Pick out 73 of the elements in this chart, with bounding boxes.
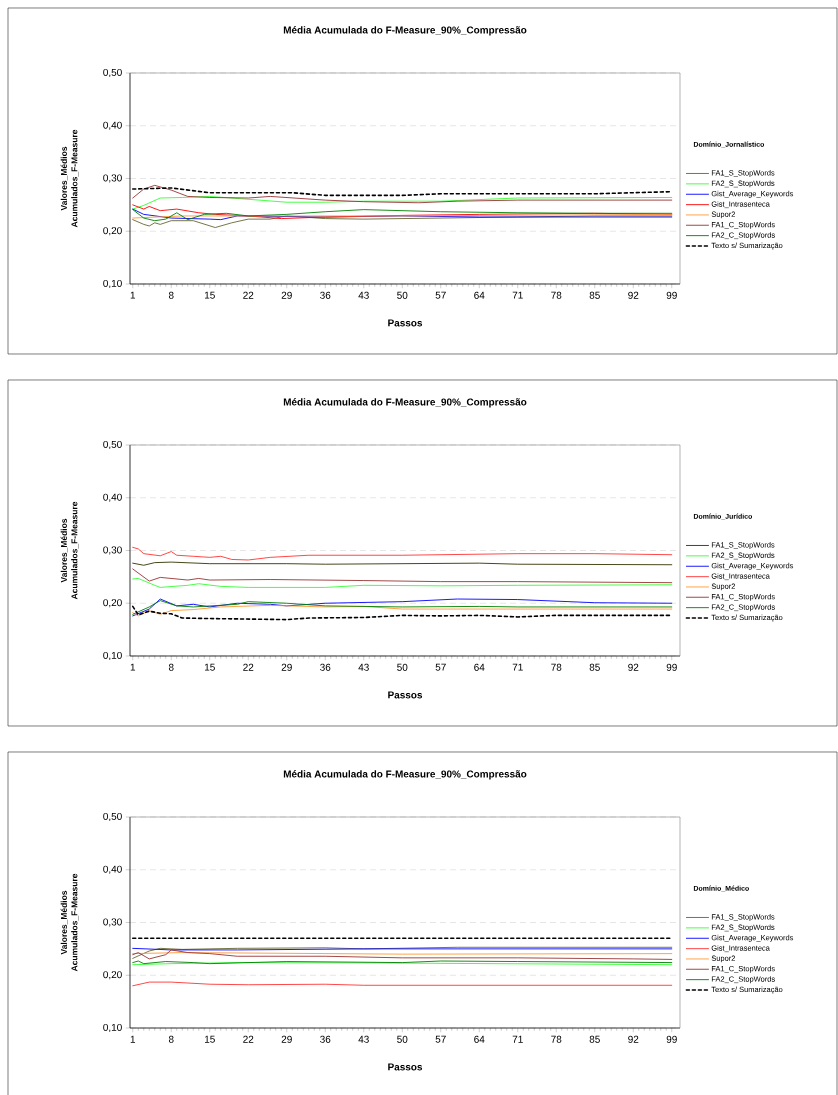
x-tick-label: 8 <box>168 1035 174 1043</box>
x-tick-label: 22 <box>243 1035 254 1043</box>
y-tick-label: 0,40 <box>103 121 122 130</box>
y-tick-label: 0,40 <box>103 865 122 874</box>
x-tick-label: 15 <box>204 663 215 671</box>
x-tick-label: 78 <box>551 663 562 671</box>
y-tick-label: 0,20 <box>103 227 122 236</box>
x-tick-label: 29 <box>281 291 292 299</box>
x-axis-title: Passos <box>388 1063 423 1071</box>
x-tick-label: 36 <box>320 663 331 671</box>
chart-title: Média Acumulada do F-Measure_90%_Compressão <box>283 770 527 780</box>
x-tick-label: 99 <box>666 1035 677 1043</box>
x-tick-label: 99 <box>666 663 677 671</box>
x-tick-label: 8 <box>168 663 174 671</box>
y-axis-title: Valores_Médios Acumulados_F-Measure <box>60 129 79 228</box>
x-tick-label: 50 <box>397 1035 408 1043</box>
x-tick-label: 85 <box>589 291 600 299</box>
x-tick-label: 1 <box>130 1035 136 1043</box>
x-tick-label: 92 <box>628 663 639 671</box>
line-series <box>132 184 673 204</box>
x-tick-label: 22 <box>243 663 254 671</box>
x-tick-label: 22 <box>243 291 254 299</box>
x-tick-label: 43 <box>358 1035 369 1043</box>
x-tick-label: 50 <box>397 663 408 671</box>
y-tick-label: 0,10 <box>103 279 122 289</box>
x-tick-label: 36 <box>320 291 331 299</box>
y-axis-title: Valores_Médios Acumulados_F-Measure <box>60 501 79 600</box>
x-tick-label: 64 <box>474 663 485 671</box>
x-tick-label: 8 <box>168 291 174 299</box>
chart-title: Média Acumulada do F-Measure_90%_Compressão <box>283 26 527 36</box>
x-tick-label: 57 <box>435 663 446 671</box>
x-tick-label: 43 <box>358 663 369 671</box>
x-tick-label: 29 <box>281 1035 292 1043</box>
x-tick-label: 15 <box>204 291 215 299</box>
x-tick-label: 15 <box>204 1035 215 1043</box>
line-series <box>132 546 673 561</box>
x-tick-label: 85 <box>589 663 600 671</box>
x-tick-label: 64 <box>474 291 485 299</box>
y-tick-label: 0,10 <box>103 651 122 661</box>
x-tick-label: 29 <box>281 663 292 671</box>
x-tick-label: 43 <box>358 291 369 299</box>
x-axis-title: Passos <box>388 691 423 699</box>
x-axis-title: Passos <box>388 319 423 327</box>
x-tick-label: 71 <box>512 291 523 299</box>
y-tick-label: 0,50 <box>103 440 122 450</box>
y-tick-label: 0,50 <box>103 68 122 78</box>
x-tick-label: 1 <box>130 291 136 299</box>
y-tick-label: 0,20 <box>103 971 122 980</box>
x-tick-label: 71 <box>512 1035 523 1043</box>
x-tick-label: 71 <box>512 663 523 671</box>
x-tick-label: 57 <box>435 1035 446 1043</box>
y-tick-label: 0,30 <box>103 174 122 183</box>
chart-title: Média Acumulada do F-Measure_90%_Compressão <box>283 398 527 408</box>
x-tick-label: 92 <box>628 1035 639 1043</box>
line-series <box>132 578 673 588</box>
x-tick-label: 50 <box>397 291 408 299</box>
y-tick-label: 0,30 <box>103 918 122 927</box>
x-tick-label: 78 <box>551 1035 562 1043</box>
line-series <box>132 568 673 584</box>
y-axis-title: Valores_Médios Acumulados_F-Measure <box>60 873 79 972</box>
y-tick-label: 0,40 <box>103 493 122 502</box>
x-tick-label: 1 <box>130 663 136 671</box>
x-tick-label: 57 <box>435 291 446 299</box>
x-tick-label: 92 <box>628 291 639 299</box>
y-tick-label: 0,50 <box>103 812 122 822</box>
x-tick-label: 36 <box>320 1035 331 1043</box>
x-tick-label: 99 <box>666 291 677 299</box>
x-tick-label: 85 <box>589 1035 600 1043</box>
y-tick-label: 0,30 <box>103 546 122 555</box>
y-tick-label: 0,10 <box>103 1023 122 1033</box>
x-tick-label: 78 <box>551 291 562 299</box>
x-tick-label: 64 <box>474 1035 485 1043</box>
y-tick-label: 0,20 <box>103 599 122 608</box>
